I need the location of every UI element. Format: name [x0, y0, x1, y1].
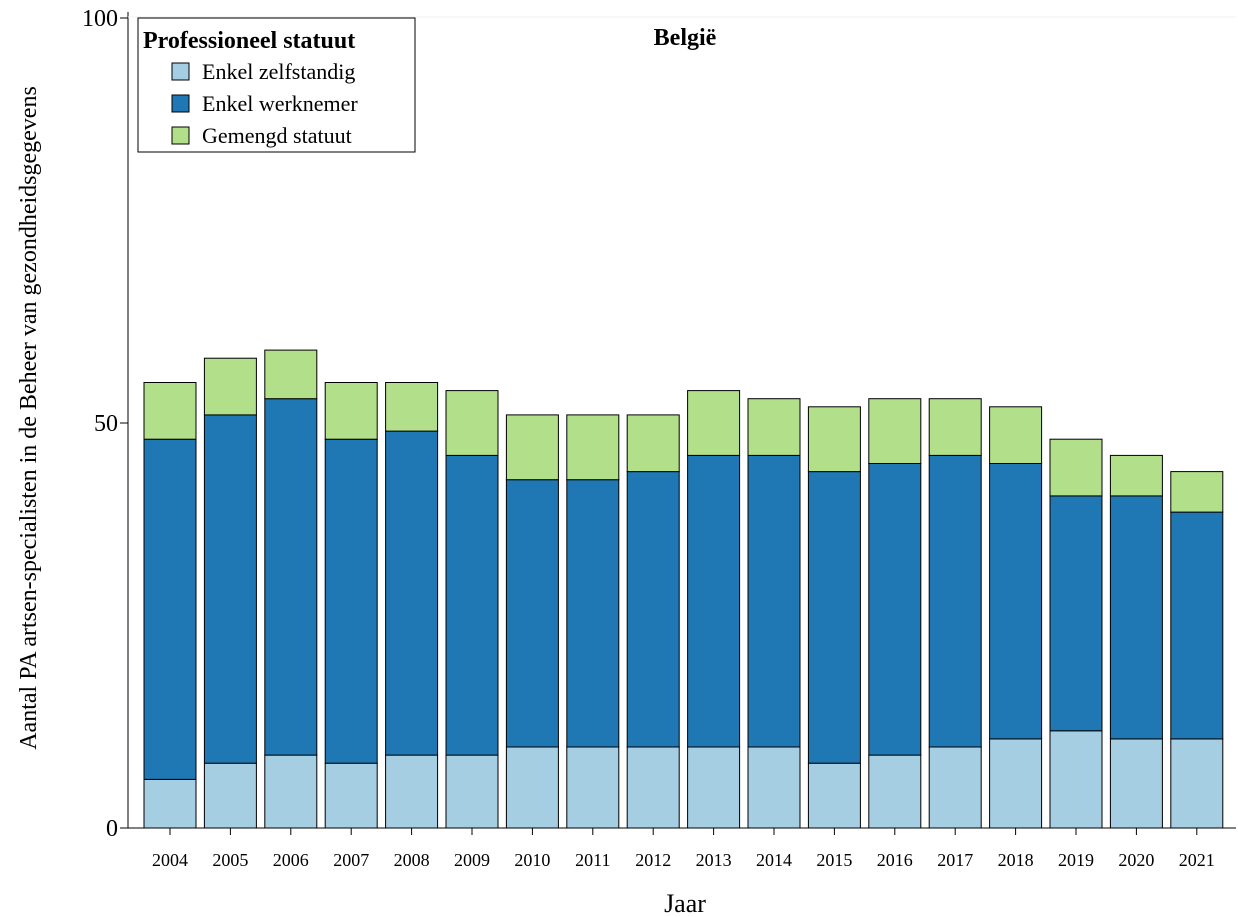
- bar-2007-series-1: [324, 438, 378, 764]
- x-tick-label-2014: 2014: [756, 850, 792, 870]
- bar-2021-series-0: [1170, 738, 1224, 829]
- bar-2013-series-2: [687, 390, 741, 456]
- bar-2015-series-0: [807, 762, 861, 829]
- bar-2006-series-2: [264, 349, 318, 400]
- bar-2007-series-0: [324, 762, 378, 829]
- bar-2010-series-1: [505, 479, 559, 748]
- bar-2010-series-0: [505, 746, 559, 829]
- y-tick-label-0: 0: [106, 816, 118, 842]
- y-tick-label-50: 50: [94, 411, 118, 437]
- bar-2015-series-2: [807, 406, 861, 473]
- bar-2018-series-2: [989, 406, 1043, 464]
- axes-layer: 0 50 100 2004 2005 2006 2007 2008 2009 2010 2011 20…: [82, 6, 1236, 870]
- x-tick-label-2012: 2012: [635, 850, 671, 870]
- bar-2014-series-0: [747, 746, 801, 829]
- bar-2004-series-2: [143, 382, 197, 440]
- x-tick-label-2006: 2006: [273, 850, 309, 870]
- bar-2010-series-2: [505, 414, 559, 481]
- legend-title: Professioneel statuut: [143, 28, 355, 54]
- x-tick-label-2005: 2005: [212, 850, 248, 870]
- x-tick-label-2011: 2011: [575, 850, 610, 870]
- bar-2020-series-1: [1109, 495, 1163, 740]
- x-tick-label-2013: 2013: [696, 850, 732, 870]
- bar-2020-series-2: [1109, 454, 1163, 497]
- bar-2011-series-1: [566, 479, 620, 748]
- bar-2008-series-1: [385, 430, 439, 756]
- legend-items: Enkel zelfstandig Enkel werknemer Gemengd …: [171, 59, 358, 148]
- x-tick-label-2019: 2019: [1058, 850, 1094, 870]
- y-tick-label-100: 100: [82, 6, 118, 32]
- x-tick-label-2021: 2021: [1179, 850, 1215, 870]
- bar-2009-series-2: [445, 390, 499, 456]
- bar-2008-series-0: [385, 754, 439, 829]
- bar-2019-series-2: [1049, 438, 1103, 497]
- bar-2017-series-1: [928, 454, 982, 748]
- chart-title: België: [654, 25, 717, 51]
- bar-2019-series-0: [1049, 730, 1103, 829]
- legend-label-0: Enkel zelfstandig: [202, 59, 355, 84]
- bar-2006-series-0: [264, 754, 318, 829]
- y-axis-label: Aantal PA artsen-specialisten in de Behe…: [16, 86, 42, 750]
- legend-label-1: Enkel werknemer: [202, 91, 358, 116]
- x-tick-label-2015: 2015: [816, 850, 852, 870]
- bar-2017-series-2: [928, 398, 982, 456]
- bar-2019-series-1: [1049, 495, 1103, 732]
- x-tick-label-2004: 2004: [152, 850, 188, 870]
- bars-layer: [143, 349, 1224, 829]
- bar-2007-series-2: [324, 382, 378, 440]
- x-tick-label-2020: 2020: [1118, 850, 1154, 870]
- x-tick-label-2008: 2008: [394, 850, 430, 870]
- bar-2014-series-1: [747, 454, 801, 748]
- bar-2017-series-0: [928, 746, 982, 829]
- bar-2012-series-1: [626, 471, 680, 748]
- bar-2011-series-2: [566, 414, 620, 481]
- bar-2016-series-2: [868, 398, 922, 465]
- bar-2004-series-1: [143, 438, 197, 780]
- x-axis-label: Jaar: [664, 889, 706, 917]
- bar-2016-series-1: [868, 463, 922, 756]
- x-tick-label-2009: 2009: [454, 850, 490, 870]
- x-tick-label-2007: 2007: [333, 850, 369, 870]
- bar-2006-series-1: [264, 398, 318, 756]
- legend-swatch-2: [171, 126, 190, 145]
- x-tick-label-2010: 2010: [514, 850, 550, 870]
- bar-2011-series-0: [566, 746, 620, 829]
- bar-2018-series-1: [989, 463, 1043, 740]
- bar-2013-series-0: [687, 746, 741, 829]
- bar-2013-series-1: [687, 454, 741, 748]
- bar-2004-series-0: [143, 778, 197, 829]
- x-tick-label-2017: 2017: [937, 850, 973, 870]
- bar-2005-series-0: [203, 762, 257, 829]
- bar-2012-series-2: [626, 414, 680, 473]
- bar-2005-series-2: [203, 357, 257, 416]
- x-tick-label-2016: 2016: [877, 850, 913, 870]
- legend-swatch-0: [171, 62, 190, 81]
- bar-2012-series-0: [626, 746, 680, 829]
- bar-2005-series-1: [203, 414, 257, 764]
- legend-swatch-1: [171, 94, 190, 113]
- bar-2009-series-1: [445, 454, 499, 756]
- bar-2014-series-2: [747, 398, 801, 456]
- bar-2015-series-1: [807, 471, 861, 764]
- legend-label-2: Gemengd statuut: [202, 123, 352, 148]
- bar-2009-series-0: [445, 754, 499, 829]
- legend: Professioneel statuut Enkel zelfstandigE…: [137, 17, 416, 153]
- bar-2021-series-1: [1170, 511, 1224, 740]
- bar-2021-series-2: [1170, 471, 1224, 513]
- bar-2018-series-0: [989, 738, 1043, 829]
- bar-2008-series-2: [385, 382, 439, 432]
- bar-2016-series-0: [868, 754, 922, 829]
- x-tick-label-2018: 2018: [998, 850, 1034, 870]
- bar-2020-series-0: [1109, 738, 1163, 829]
